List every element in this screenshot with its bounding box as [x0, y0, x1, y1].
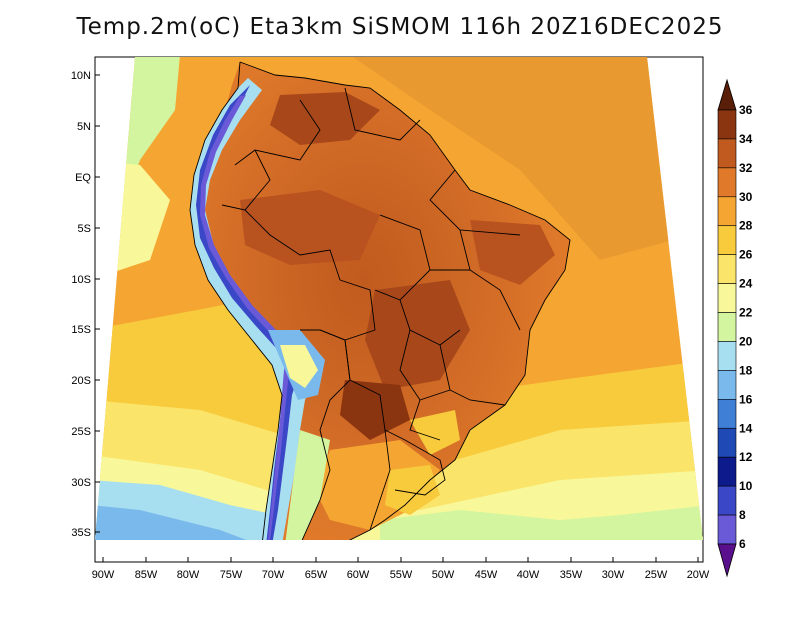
lon-label-75w: 75W	[220, 569, 243, 581]
colorbar-segment	[717, 312, 737, 342]
lon-label-85w: 85W	[135, 569, 158, 581]
colorbar-label: 34	[739, 132, 753, 146]
colorbar-segment	[717, 485, 737, 516]
colorbar-label: 18	[739, 363, 753, 377]
colorbar-segment	[717, 254, 737, 284]
lat-label-5s: 5S	[78, 223, 91, 235]
ocean-band-18	[95, 505, 260, 540]
colorbar-segment	[717, 283, 737, 313]
colorbar-label: 14	[739, 421, 753, 435]
lon-label-35w: 35W	[560, 569, 583, 581]
lat-label-20s: 20S	[71, 375, 91, 387]
lat-label-10s: 10S	[71, 274, 91, 286]
lon-label-80w: 80W	[177, 569, 200, 581]
colorbar-segment	[717, 341, 737, 371]
coast-southeast	[410, 410, 460, 455]
colorbar-segment	[717, 427, 737, 458]
colorbar-label: 10	[739, 479, 753, 493]
colorbar-label: 22	[739, 306, 753, 320]
altiplano-core	[280, 345, 318, 388]
colorbar-label: 6	[739, 537, 746, 551]
ocean-band-south	[380, 505, 703, 540]
lon-label-20w: 20W	[687, 569, 710, 581]
colorbar: 36 34 32 30 28 26 24 22 20 18 16 14 12 10 8 6	[717, 78, 753, 578]
lon-label-50w: 50W	[432, 569, 455, 581]
andes-coldest-core	[196, 85, 300, 540]
lon-label-65w: 65W	[305, 569, 328, 581]
colorbar-label: 24	[739, 277, 753, 291]
lon-label-25w: 25W	[645, 569, 668, 581]
colorbar-segment	[717, 167, 737, 198]
country-borders	[189, 61, 571, 540]
lon-label-45w: 45W	[475, 569, 498, 581]
colorbar-label: 30	[739, 190, 753, 204]
map-title: Temp.2m(oC) Eta3km SiSMOM 116h 20Z16DEC2…	[76, 14, 724, 40]
land-uruguay	[385, 465, 440, 515]
patagonia-cool	[285, 430, 330, 540]
hot-patch-amazon	[240, 190, 380, 265]
lon-label-90w: 90W	[92, 569, 115, 581]
hot-patch-northeast	[470, 220, 555, 285]
colorbar-segment	[717, 225, 737, 255]
atlantic-warm	[350, 57, 703, 260]
lon-label-30w: 30W	[602, 569, 625, 581]
colorbar-top-arrow	[717, 78, 737, 111]
colorbar-segment	[717, 196, 737, 227]
colorbar-segment	[717, 109, 737, 140]
longitude-axis: 90W 85W 80W 75W 70W 65W 60W 55W 50W 45W …	[92, 557, 710, 581]
lat-label-35s: 35S	[71, 527, 91, 539]
colorbar-labels: 36 34 32 30 28 26 24 22 20 18 16 14 12 10 8 6	[739, 103, 753, 551]
lon-label-40w: 40W	[517, 569, 540, 581]
lat-label-eq: EQ	[75, 172, 91, 184]
colorbar-label: 12	[739, 450, 753, 464]
colorbar-label: 28	[739, 219, 753, 233]
colorbar-bottom-arrow	[717, 543, 737, 578]
temperature-field	[95, 57, 703, 540]
lat-label-30s: 30S	[71, 477, 91, 489]
colorbar-label: 8	[739, 508, 746, 522]
lon-label-60w: 60W	[347, 569, 370, 581]
lat-label-25s: 25S	[71, 426, 91, 438]
colorbar-label: 32	[739, 161, 753, 175]
lon-label-55w: 55W	[390, 569, 413, 581]
colorbar-segments	[717, 109, 737, 545]
colorbar-segment	[717, 514, 737, 545]
hot-patch-north	[270, 92, 380, 145]
colorbar-segment	[717, 370, 737, 400]
argentina-border	[299, 329, 351, 540]
lon-label-70w: 70W	[262, 569, 285, 581]
colorbar-label: 16	[739, 392, 753, 406]
lat-label-10n: 10N	[71, 70, 91, 82]
hot-patch-chaco	[340, 380, 410, 440]
colorbar-segment	[717, 399, 737, 429]
colorbar-segment	[717, 456, 737, 487]
colorbar-label: 26	[739, 248, 753, 262]
latitude-axis: 10N 5N EQ 5S 10S 15S 20S 25S 30S 35S	[71, 70, 100, 539]
colorbar-label: 36	[739, 103, 753, 117]
lat-label-15s: 15S	[71, 324, 91, 336]
colorbar-segment	[717, 138, 737, 169]
lat-label-5n: 5N	[77, 121, 91, 133]
colorbar-label: 20	[739, 334, 753, 348]
